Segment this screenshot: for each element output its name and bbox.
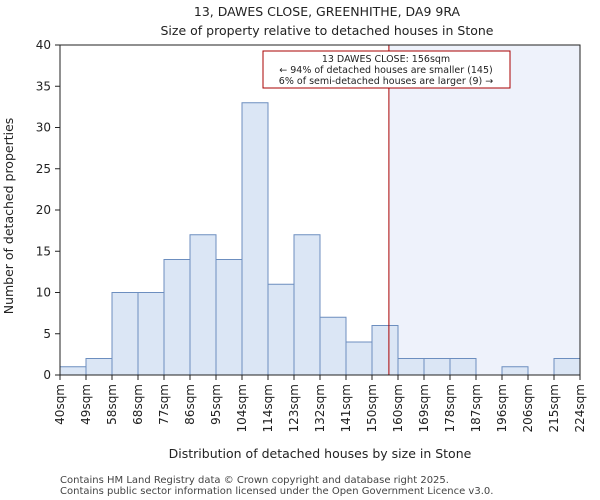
bar-114sqm: [267, 283, 295, 376]
bar-123sqm: [293, 234, 321, 376]
x-tick-label: 68sqm: [131, 384, 145, 425]
annotation-line-2: ← 94% of detached houses are smaller (14…: [279, 65, 492, 76]
bar-49sqm: [85, 358, 113, 376]
bar-68sqm: [137, 292, 165, 376]
y-axis-label: Number of detached properties: [1, 118, 16, 315]
marker-annotation: 13 DAWES CLOSE: 156sqm ← 94% of detached…: [262, 50, 511, 89]
bar-178sqm: [449, 358, 477, 376]
y-tick-label: 15: [36, 244, 51, 258]
bar-86sqm: [189, 234, 217, 376]
bar-215sqm: [553, 358, 581, 376]
bar-132sqm: [319, 316, 347, 376]
x-tick-label: 169sqm: [417, 384, 431, 432]
x-tick-label: 77sqm: [157, 384, 171, 425]
annotation-line-1: 13 DAWES CLOSE: 156sqm: [322, 54, 450, 65]
annotation-line-3: 6% of semi-detached houses are larger (9…: [279, 76, 493, 87]
x-tick-label: 86sqm: [183, 384, 197, 425]
bar-104sqm: [241, 102, 269, 376]
y-tick-label: 40: [36, 38, 51, 52]
bar-169sqm: [423, 358, 451, 376]
x-tick-label: 123sqm: [287, 384, 301, 432]
footer-line-2: Contains public sector information licen…: [60, 486, 493, 497]
y-tick-label: 25: [36, 162, 51, 176]
x-tick-label: 224sqm: [573, 384, 587, 432]
x-tick-label: 206sqm: [521, 384, 535, 432]
chart-subtitle: Size of property relative to detached ho…: [160, 23, 493, 38]
bar-58sqm: [111, 292, 139, 376]
x-tick-label: 196sqm: [495, 384, 509, 432]
larger-region-highlight: [388, 45, 580, 375]
x-axis: 40sqm 49sqm 58sqm 68sqm 77sqm 86sqm 95sqm 104sq…: [53, 375, 587, 432]
y-axis: 0 5 10 15 20 25 30 35 40: [36, 38, 60, 382]
x-tick-label: 95sqm: [209, 384, 223, 425]
x-tick-label: 104sqm: [235, 384, 249, 432]
x-tick-label: 114sqm: [261, 384, 275, 432]
plot-area: 0 5 10 15 20 25 30 35 40 40sqm 49sqm 58sqm 68sqm 77s…: [36, 38, 587, 432]
y-tick-label: 30: [36, 121, 51, 135]
x-tick-label: 132sqm: [313, 384, 327, 432]
x-tick-label: 40sqm: [53, 384, 67, 425]
footer-line-1: Contains HM Land Registry data © Crown c…: [60, 475, 449, 486]
x-tick-label: 49sqm: [79, 384, 93, 425]
x-tick-label: 215sqm: [547, 384, 561, 432]
bar-95sqm: [215, 259, 243, 376]
bar-150sqm: [371, 325, 399, 376]
y-tick-label: 20: [36, 203, 51, 217]
y-tick-label: 35: [36, 79, 51, 93]
y-tick-label: 10: [36, 286, 51, 300]
x-tick-label: 141sqm: [339, 384, 353, 432]
annotation-box: [262, 50, 511, 89]
bar-160sqm: [397, 358, 425, 376]
x-tick-label: 178sqm: [443, 384, 457, 432]
bar-40sqm: [59, 366, 87, 376]
bar-196sqm: [501, 366, 529, 376]
bars-group: [59, 102, 581, 376]
x-axis-label: Distribution of detached houses by size …: [169, 446, 472, 461]
x-tick-label: 160sqm: [391, 384, 405, 432]
bar-141sqm: [345, 341, 373, 376]
x-tick-label: 58sqm: [105, 384, 119, 425]
y-tick-label: 5: [43, 327, 51, 341]
x-tick-label: 150sqm: [365, 384, 379, 432]
y-tick-label: 0: [43, 368, 51, 382]
chart-title: 13, DAWES CLOSE, GREENHITHE, DA9 9RA: [194, 4, 461, 19]
x-tick-label: 187sqm: [469, 384, 483, 432]
bar-77sqm: [163, 259, 191, 376]
